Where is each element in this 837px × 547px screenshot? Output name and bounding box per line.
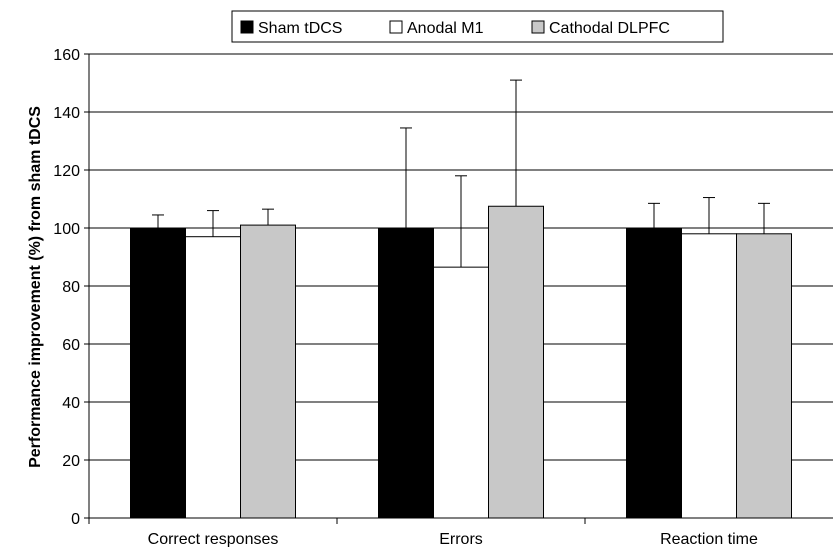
y-tick-label: 0 — [71, 511, 80, 528]
x-category-label: Errors — [439, 531, 483, 547]
bar — [185, 236, 241, 519]
y-axis-label: Performance improvement (%) from sham tD… — [27, 106, 44, 468]
legend-swatch-anodal-m1 — [389, 20, 403, 34]
legend-swatch-cathodal-dlpfc — [531, 20, 545, 34]
y-axis-ticks: 0 20 40 60 80 100 120 140 160 — [53, 47, 89, 528]
bar — [626, 227, 682, 519]
bar — [488, 205, 544, 519]
y-tick-label: 140 — [53, 105, 80, 122]
legend-label-anodal-m1: Anodal M1 — [407, 20, 484, 37]
bar — [240, 224, 296, 519]
bar — [433, 266, 489, 519]
legend-swatch-sham-tdcs — [240, 20, 254, 34]
x-category-label: Correct responses — [148, 531, 279, 547]
bar — [681, 233, 737, 519]
x-category-label: Reaction time — [660, 531, 758, 547]
bar — [736, 233, 792, 519]
axes — [88, 54, 833, 524]
y-tick-label: 80 — [62, 279, 80, 296]
y-tick-label: 120 — [53, 163, 80, 180]
legend: Sham tDCS Anodal M1 Cathodal DLPFC — [231, 10, 724, 43]
bar — [130, 227, 186, 519]
x-axis-categories: Correct responses Errors Reaction time — [148, 531, 758, 547]
y-tick-label: 160 — [53, 47, 80, 64]
legend-border — [231, 10, 724, 43]
y-tick-label: 20 — [62, 453, 80, 470]
y-tick-label: 60 — [62, 337, 80, 354]
bar — [378, 227, 434, 519]
legend-label-sham-tdcs: Sham tDCS — [258, 20, 342, 37]
y-tick-label: 40 — [62, 395, 80, 412]
bars — [130, 205, 792, 519]
y-tick-label: 100 — [53, 221, 80, 238]
legend-label-cathodal-dlpfc: Cathodal DLPFC — [549, 20, 670, 37]
error-bars — [152, 79, 770, 268]
